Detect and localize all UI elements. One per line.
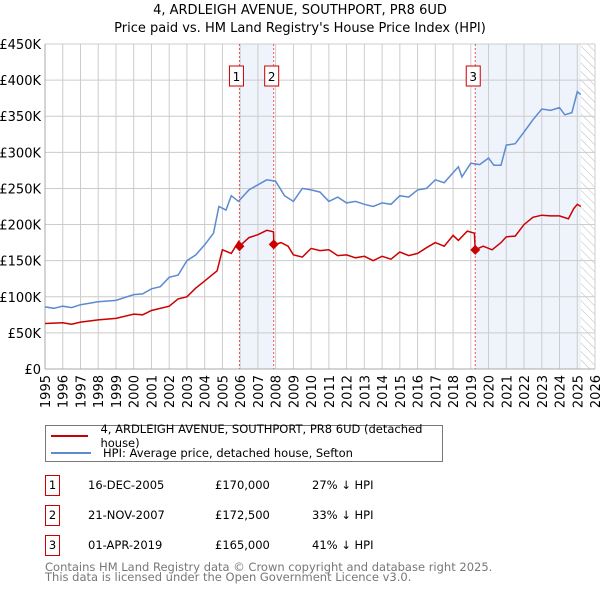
transaction-number-badge: 1 — [45, 475, 60, 496]
x-tick-label: 2019 — [465, 375, 480, 408]
legend-label: 4, ARDLEIGH AVENUE, SOUTHPORT, PR8 6UD (… — [100, 421, 423, 450]
property-price-line — [44, 203, 582, 325]
x-tick-label: 2020 — [483, 375, 498, 408]
x-tick-label: 2005 — [216, 375, 231, 408]
transaction-hpi-diff: 27% ↓ HPI — [312, 478, 374, 492]
x-tick-label: 2001 — [145, 375, 160, 408]
transaction-number-badge: 2 — [45, 505, 60, 526]
x-tick-label: 2014 — [376, 375, 391, 408]
transaction-number-badge: 3 — [45, 535, 60, 556]
x-tick-label: 1997 — [74, 375, 89, 408]
y-tick-label: £100K — [0, 291, 41, 306]
x-tick-label: 2025 — [571, 375, 586, 408]
x-tick-label: 2026 — [589, 375, 600, 408]
y-tick-label: £150K — [0, 255, 41, 270]
x-tick-label: 2018 — [447, 375, 462, 408]
x-tick-label: 2023 — [536, 375, 551, 408]
footer-licence: This data is licensed under the Open Gov… — [45, 570, 412, 584]
x-tick-label: 2017 — [429, 375, 444, 408]
x-tick-label: 2010 — [305, 375, 320, 408]
transaction-price: £172,500 — [215, 508, 270, 522]
sale-label-box — [264, 65, 280, 87]
sale-label-box — [465, 65, 481, 87]
y-tick-label: £200K — [0, 219, 41, 234]
transaction-price: £165,000 — [215, 538, 270, 552]
sale-label-box — [228, 65, 244, 87]
y-tick-label: £250K — [0, 182, 41, 197]
x-tick-label: 2011 — [323, 375, 338, 408]
legend-item-property: 4, ARDLEIGH AVENUE, SOUTHPORT, PR8 6UD (… — [46, 422, 442, 450]
x-tick-label: 2002 — [163, 375, 178, 408]
sale-label: 1 — [233, 70, 241, 84]
x-tick-label: 2015 — [394, 375, 409, 408]
x-tick-label: 2003 — [181, 375, 196, 408]
y-tick-label: £0 — [24, 363, 41, 378]
legend: 4, ARDLEIGH AVENUE, SOUTHPORT, PR8 6UD (… — [45, 422, 443, 462]
transaction-hpi-diff: 33% ↓ HPI — [312, 508, 374, 522]
sale-label: 2 — [268, 70, 276, 84]
price-chart: £0 £50K £100K £150K £200K £250K £300K £350K £400… — [0, 38, 600, 408]
x-tick-label: 2013 — [358, 375, 373, 408]
transaction-date: 01-APR-2019 — [88, 538, 163, 552]
x-tick-label: 1999 — [110, 375, 125, 408]
chart-subtitle: Price paid vs. HM Land Registry's House … — [114, 21, 486, 36]
x-tick-label: 2024 — [554, 375, 569, 408]
x-tick-label: 2012 — [341, 375, 356, 408]
x-tick-label: 2021 — [500, 375, 515, 408]
sale-point — [268, 239, 279, 250]
x-tick-label: 2016 — [412, 375, 427, 408]
sale-point — [234, 241, 245, 252]
y-tick-label: £50K — [8, 327, 42, 342]
shaded-period — [475, 44, 581, 369]
footer-copyright: Contains HM Land Registry data © Crown c… — [45, 560, 493, 574]
x-tick-label: 2022 — [518, 375, 533, 408]
x-tick-label: 2009 — [287, 375, 302, 408]
x-tick-label: 1998 — [92, 375, 107, 408]
hpi-line — [44, 90, 582, 310]
red-line-swatch — [51, 434, 89, 437]
x-tick-label: 1996 — [57, 375, 72, 408]
blue-line-swatch — [51, 451, 91, 454]
y-tick-label: £400K — [0, 74, 41, 89]
y-tick-label: £350K — [0, 110, 41, 125]
x-tick-label: 1995 — [39, 375, 54, 408]
transaction-hpi-diff: 41% ↓ HPI — [312, 538, 374, 552]
x-tick-label: 2008 — [270, 375, 285, 408]
x-tick-label: 2004 — [199, 375, 214, 408]
transaction-date: 16-DEC-2005 — [88, 478, 165, 492]
sale-point — [470, 244, 481, 255]
forecast-hatch — [580, 44, 595, 369]
y-tick-label: £450K — [0, 38, 41, 53]
transaction-date: 21-NOV-2007 — [88, 508, 165, 522]
y-tick-label: £300K — [0, 146, 41, 161]
legend-item-hpi: HPI: Average price, detached house, Seft… — [46, 444, 353, 461]
x-tick-label: 2006 — [234, 375, 249, 408]
shaded-period — [239, 44, 274, 369]
transaction-price: £170,000 — [215, 478, 270, 492]
chart-title: 4, ARDLEIGH AVENUE, SOUTHPORT, PR8 6UD — [153, 3, 447, 18]
x-tick-label: 2007 — [252, 375, 267, 408]
legend-label: HPI: Average price, detached house, Seft… — [103, 445, 353, 460]
sale-label: 3 — [469, 70, 477, 84]
x-tick-label: 2000 — [128, 375, 143, 408]
